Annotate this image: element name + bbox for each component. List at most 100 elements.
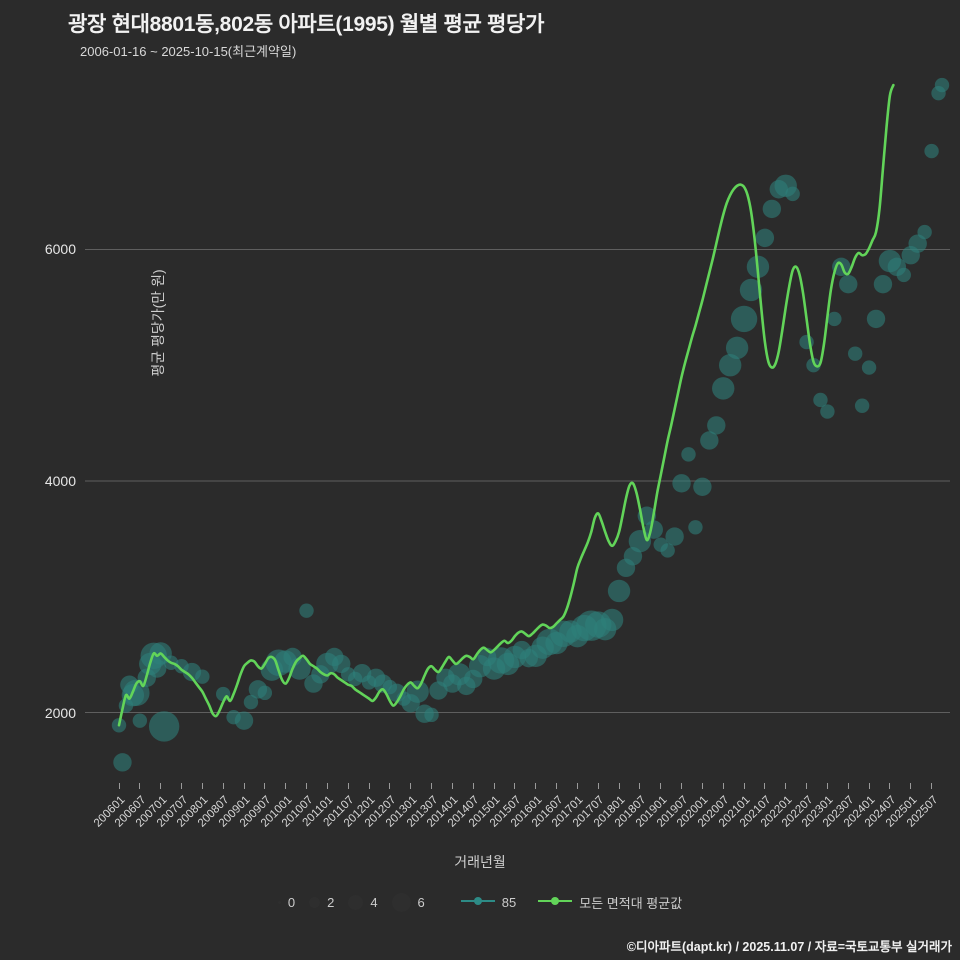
legend-size-label: 6 [417, 895, 425, 910]
chart-legend: 0 2 4 6 85 모든 면적대 평균값 [0, 893, 960, 912]
scatter-point [861, 360, 877, 375]
y-axis-label: 평균 평당가(만 원) [150, 269, 166, 377]
legend-size-item[interactable]: 4 [348, 895, 378, 910]
scatter-point [707, 416, 726, 435]
scatter-point [725, 336, 749, 360]
x-tick-mark [576, 783, 578, 789]
x-tick-mark [326, 783, 328, 789]
legend-size-label: 4 [370, 895, 378, 910]
scatter-point [234, 711, 254, 730]
scatter-point [854, 398, 870, 413]
legend-size-label: 2 [327, 895, 335, 910]
scatter-point [896, 267, 912, 283]
scatter-point [762, 199, 782, 219]
x-tick-mark [160, 783, 162, 789]
scatter-point [718, 354, 742, 377]
scatter-point [148, 711, 180, 742]
x-tick-mark [701, 783, 703, 789]
scatter-point [924, 143, 939, 159]
scatter-point [806, 358, 821, 373]
x-tick-mark [806, 783, 808, 789]
x-tick-mark [931, 783, 933, 789]
scatter-point [827, 311, 842, 327]
legend-size-item[interactable]: 6 [391, 893, 425, 912]
x-tick-mark [201, 783, 203, 789]
scatter-point [755, 228, 775, 248]
scatter-point [739, 278, 763, 302]
scatter-point [908, 234, 927, 253]
x-tick-mark [243, 783, 245, 789]
scatter-point [839, 274, 858, 294]
scatter-point [132, 713, 148, 728]
x-tick-mark [431, 783, 433, 789]
legend-series-label: 85 [501, 895, 517, 910]
legend-series-label: 모든 면적대 평균값 [579, 896, 683, 911]
x-tick-mark [368, 783, 370, 789]
scatter-point [607, 579, 631, 603]
legend-size-item[interactable]: 0 [277, 895, 296, 910]
scatter-point [712, 377, 735, 400]
x-tick-mark [139, 783, 141, 789]
x-tick-mark [847, 783, 849, 789]
x-tick-mark [514, 783, 516, 789]
legend-bubble-icon [348, 895, 364, 910]
scatter-point [672, 474, 691, 493]
scatter-point [700, 431, 719, 450]
scatter-point [195, 669, 210, 684]
chart-subtitle: 2006-01-16 ~ 2025-10-15(최근계약일) [80, 44, 297, 59]
x-tick-mark [347, 783, 349, 789]
legend-series-item[interactable]: 85 [460, 895, 517, 910]
scatter-point [681, 447, 696, 462]
plot-svg [85, 77, 950, 772]
x-tick-mark [222, 783, 224, 789]
x-tick-mark [743, 783, 745, 789]
scatter-point [730, 305, 758, 333]
x-tick-mark [889, 783, 891, 789]
scatter-point [693, 477, 712, 496]
x-tick-mark [556, 783, 558, 789]
legend-bubble-icon [391, 893, 411, 912]
x-tick-mark [118, 783, 120, 789]
x-tick-mark [722, 783, 724, 789]
x-axis-label: 거래년월 [454, 854, 506, 870]
scatter-point [934, 77, 950, 93]
scatter-point [866, 309, 886, 329]
x-tick-mark [868, 783, 870, 789]
scatter-point [785, 186, 800, 202]
scatter-point [299, 603, 314, 618]
x-tick-mark [493, 783, 495, 789]
x-tick-mark [389, 783, 391, 789]
plot-area: 평균 평당가(만 원) 2000 4000 6000 200601 200607 200… [45, 70, 950, 830]
x-tick-mark [826, 783, 828, 789]
x-tick-mark [410, 783, 412, 789]
y-tick-label: 6000 [44, 241, 76, 258]
scatter-point [688, 520, 703, 535]
legend-bubble-icon [277, 901, 281, 904]
x-tick-mark [785, 783, 787, 789]
x-tick-mark [910, 783, 912, 789]
legend-series-item[interactable]: 모든 면적대 평균값 [538, 893, 682, 912]
scatter-point [406, 680, 429, 703]
scatter-point [665, 527, 684, 546]
legend-size-label: 0 [287, 895, 296, 910]
scatter-point [873, 274, 893, 294]
x-tick-mark [764, 783, 766, 789]
scatter-point [813, 392, 828, 408]
scatter-point [847, 346, 863, 361]
mean-line-path [117, 83, 895, 727]
scatter-point [917, 224, 932, 240]
scatter-point [257, 685, 273, 701]
legend-size-item[interactable]: 2 [309, 895, 334, 910]
x-tick-mark [285, 783, 287, 789]
legend-size-group: 0 2 4 6 [277, 893, 439, 912]
x-tick-mark [535, 783, 537, 789]
x-tick-mark [660, 783, 662, 789]
y-tick-label: 4000 [44, 472, 76, 489]
scatter-point [660, 543, 675, 558]
x-tick-mark [597, 783, 599, 789]
x-tick-mark [181, 783, 182, 789]
scatter-point [644, 520, 663, 539]
footer-credit: ©디아파트(dapt.kr) / 2025.11.07 / 자료=국토교통부 실… [626, 940, 952, 954]
scatter-points [111, 77, 950, 772]
